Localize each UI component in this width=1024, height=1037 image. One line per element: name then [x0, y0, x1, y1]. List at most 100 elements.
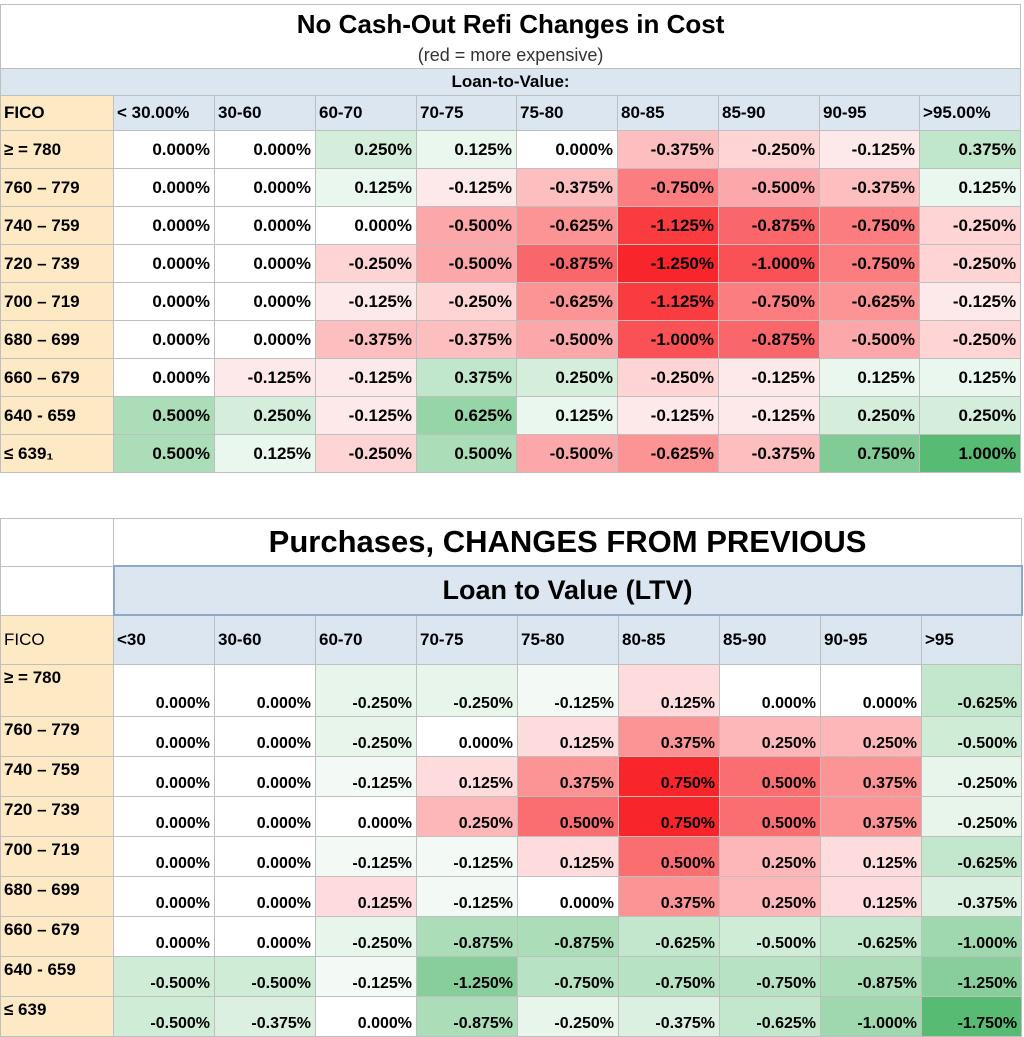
purchase-value-cell: 0.000%	[113, 876, 215, 917]
purchase-value-cell: 0.000%	[517, 876, 619, 917]
purchase-fico-row-label: 680 – 699	[0, 876, 114, 917]
refi-value-cell: -1.250%	[617, 244, 719, 283]
purchase-value-cell: -0.125%	[416, 836, 518, 877]
refi-value-cell: -0.500%	[516, 434, 618, 473]
purchase-column-header-row: FICO <30 30-60 60-70 70-75 75-80 80-85 85-90 90…	[0, 614, 1023, 665]
purchase-value-cell: -0.500%	[113, 956, 215, 997]
purchase-col-header-7: 90-95	[820, 614, 922, 665]
refi-value-cell: 0.125%	[214, 434, 316, 473]
purchase-value-cell: -0.250%	[517, 996, 619, 1037]
purchase-value-cell: 0.000%	[315, 996, 417, 1037]
purchase-value-cell: 0.500%	[517, 796, 619, 837]
purchase-table-row: 720 – 739 0.000% 0.000% 0.000% 0.250% 0.500% 0…	[0, 796, 1023, 837]
purchase-col-header-5: 80-85	[618, 614, 720, 665]
purchase-value-cell: 0.500%	[719, 796, 821, 837]
purchase-value-cell: -0.375%	[618, 996, 720, 1037]
purchase-value-cell: -0.125%	[315, 756, 417, 797]
purchase-value-cell: 0.000%	[113, 836, 215, 877]
purchase-value-cell: -0.125%	[315, 956, 417, 997]
refi-table-row: ≥ = 780 0.000% 0.000% 0.250% 0.125% 0.000% -0.…	[0, 130, 1022, 169]
purchase-value-cell: 0.250%	[719, 836, 821, 877]
purchase-value-cell: 0.750%	[618, 796, 720, 837]
purchase-col-header-2: 60-70	[315, 614, 417, 665]
purchase-fico-header: FICO	[0, 614, 114, 665]
purchase-value-cell: 0.000%	[416, 716, 518, 757]
refi-value-cell: 0.125%	[416, 130, 517, 169]
purchase-value-cell: 0.375%	[618, 716, 720, 757]
refi-col-header-3: 70-75	[416, 95, 517, 131]
refi-value-cell: -0.375%	[516, 168, 618, 207]
purchase-value-cell: -0.625%	[719, 996, 821, 1037]
refi-value-cell: 0.250%	[918, 396, 1022, 435]
refi-table-row: 660 – 679 0.000% -0.125% -0.125% 0.375% 0.250…	[0, 358, 1022, 397]
refi-fico-row-label: 680 – 699	[0, 320, 114, 359]
refi-value-cell: 0.750%	[819, 434, 920, 473]
purchase-value-cell: -1.000%	[920, 916, 1023, 957]
refi-value-cell: -0.875%	[516, 244, 618, 283]
refi-value-cell: 0.000%	[214, 206, 316, 245]
refi-value-cell: -0.250%	[918, 206, 1022, 245]
purchase-col-header-3: 70-75	[416, 614, 518, 665]
purchase-value-cell: 0.250%	[820, 716, 922, 757]
purchase-value-cell: 0.000%	[820, 664, 922, 717]
refi-value-cell: 0.000%	[214, 168, 316, 207]
refi-table-subtitle: (red = more expensive)	[0, 43, 1022, 69]
refi-value-cell: 0.250%	[516, 358, 618, 397]
refi-value-cell: -0.125%	[819, 130, 920, 169]
purchase-fico-row-label: 740 – 759	[0, 756, 114, 797]
refi-value-cell: -0.125%	[315, 358, 417, 397]
purchase-value-cell: -0.625%	[820, 916, 922, 957]
refi-value-cell: 0.250%	[819, 396, 920, 435]
refi-value-cell: -0.750%	[819, 244, 920, 283]
purchase-value-cell: 0.000%	[214, 796, 316, 837]
refi-value-cell: 0.000%	[214, 282, 316, 321]
refi-fico-row-label: 700 – 719	[0, 282, 114, 321]
refi-col-header-0: < 30.00%	[113, 95, 215, 131]
purchase-value-cell: -0.250%	[416, 664, 518, 717]
refi-value-cell: -0.250%	[918, 244, 1022, 283]
refi-col-header-2: 60-70	[315, 95, 417, 131]
refi-value-cell: 0.375%	[918, 130, 1022, 169]
purchase-value-cell: 0.250%	[719, 716, 821, 757]
purchase-value-cell: -0.250%	[920, 796, 1023, 837]
refi-table-row: 680 – 699 0.000% 0.000% -0.375% -0.375% -0.50…	[0, 320, 1022, 359]
refi-value-cell: 0.000%	[214, 320, 316, 359]
refi-value-cell: -0.625%	[516, 206, 618, 245]
purchase-fico-row-label: 700 – 719	[0, 836, 114, 877]
refi-col-header-5: 80-85	[617, 95, 719, 131]
purchase-value-cell: 0.375%	[517, 756, 619, 797]
refi-value-cell: -0.500%	[416, 244, 517, 283]
refi-value-cell: -0.500%	[516, 320, 618, 359]
refi-value-cell: -0.500%	[819, 320, 920, 359]
refi-value-cell: 0.000%	[113, 358, 215, 397]
purchase-value-cell: -0.875%	[820, 956, 922, 997]
refi-value-cell: 0.250%	[214, 396, 316, 435]
refi-value-cell: 0.000%	[113, 320, 215, 359]
refi-value-cell: 0.000%	[315, 206, 417, 245]
purchase-fico-row-label: 760 – 779	[0, 716, 114, 757]
purchase-value-cell: 0.125%	[416, 756, 518, 797]
refi-value-cell: 0.125%	[918, 168, 1022, 207]
purchase-value-cell: -0.375%	[920, 876, 1023, 917]
refi-value-cell: -0.875%	[718, 320, 820, 359]
purchase-value-cell: 0.000%	[113, 756, 215, 797]
refi-value-cell: -0.125%	[416, 168, 517, 207]
refi-value-cell: -1.000%	[617, 320, 719, 359]
refi-value-cell: 0.000%	[113, 282, 215, 321]
refi-value-cell: -0.125%	[718, 358, 820, 397]
purchase-fico-row-label: ≤ 639	[0, 996, 114, 1037]
purchase-value-cell: -0.750%	[517, 956, 619, 997]
purchase-value-cell: -0.750%	[618, 956, 720, 997]
purchase-col-header-8: >95	[920, 614, 1023, 665]
refi-value-cell: 0.500%	[416, 434, 517, 473]
refi-table-row: ≤ 639₁ 0.500% 0.125% -0.250% 0.500% -0.500% -0…	[0, 434, 1022, 473]
purchase-value-cell: -1.250%	[416, 956, 518, 997]
refi-value-cell: -1.125%	[617, 282, 719, 321]
purchase-table-row: 700 – 719 0.000% 0.000% -0.125% -0.125% 0.125…	[0, 836, 1023, 877]
refi-column-header-row: FICO < 30.00% 30-60 60-70 70-75 75-80 80-85 85…	[0, 95, 1022, 131]
refi-value-cell: 0.500%	[113, 396, 215, 435]
purchase-col-header-1: 30-60	[214, 614, 316, 665]
refi-fico-row-label: 760 – 779	[0, 168, 114, 207]
refi-value-cell: 0.625%	[416, 396, 517, 435]
purchase-value-cell: 0.500%	[618, 836, 720, 877]
